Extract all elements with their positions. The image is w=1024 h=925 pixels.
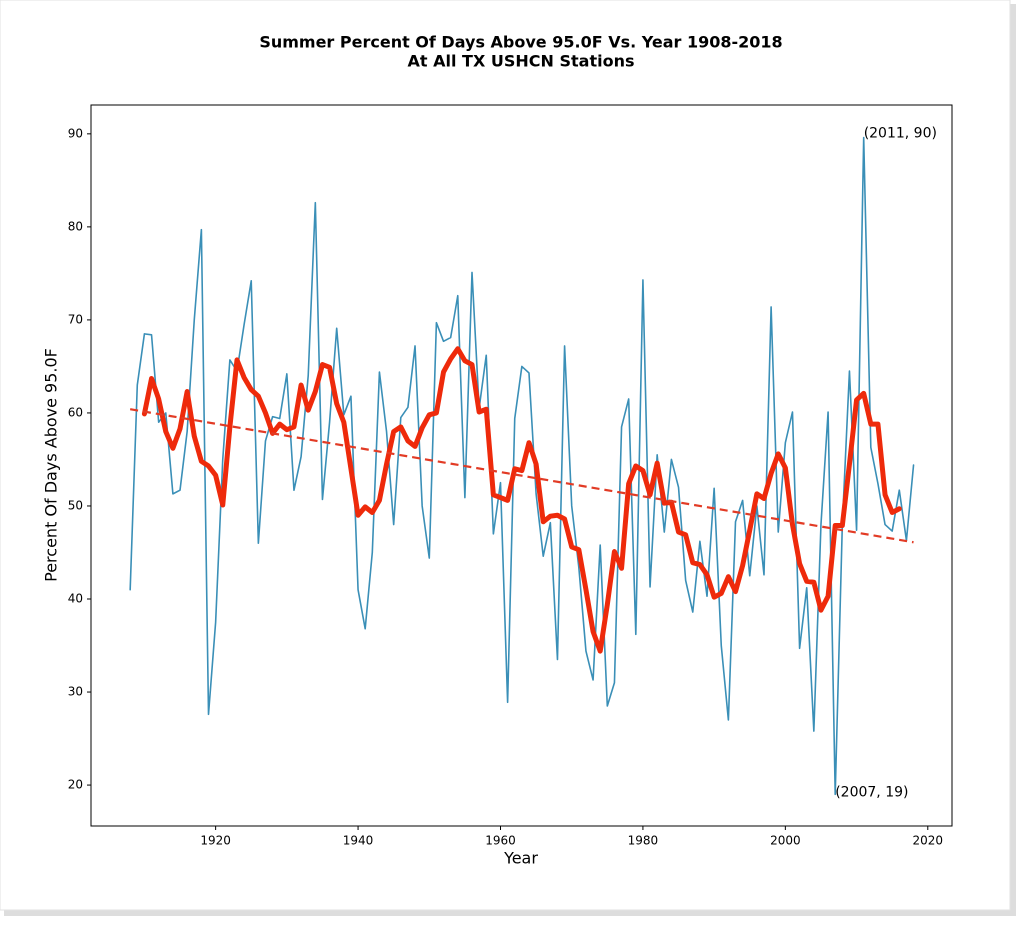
- annotation: (2007, 19): [835, 784, 908, 800]
- y-tick-label: 40: [68, 592, 83, 606]
- x-tick-label: 1960: [485, 834, 516, 848]
- y-tick-label: 30: [68, 685, 83, 699]
- data-line: [129, 408, 914, 544]
- x-tick-label: 2020: [913, 834, 944, 848]
- x-tick-label: 1980: [628, 834, 659, 848]
- x-axis-label: Year: [503, 849, 538, 868]
- x-tick-label: 1920: [200, 834, 231, 848]
- y-tick-label: 70: [68, 312, 83, 326]
- y-axis-label: Percent Of Days Above 95.0F: [42, 348, 61, 582]
- y-tick-label: 80: [68, 219, 83, 233]
- frame: [0, 0, 1011, 911]
- annotation: (2011, 90): [864, 126, 937, 142]
- x-tick-label: 1940: [343, 834, 374, 848]
- chart-subtitle: At All TX USHCN Stations: [408, 52, 635, 71]
- y-tick-label: 60: [68, 405, 83, 419]
- data-line: [141, 346, 902, 654]
- y-tick-label: 90: [68, 126, 83, 140]
- plot-area: [90, 104, 953, 827]
- x-tick-label: 2000: [770, 834, 801, 848]
- chart-title: Summer Percent Of Days Above 95.0F Vs. Y…: [259, 33, 782, 52]
- data-line: [129, 136, 915, 796]
- y-tick-label: 50: [68, 498, 83, 512]
- y-tick-label: 20: [68, 778, 83, 792]
